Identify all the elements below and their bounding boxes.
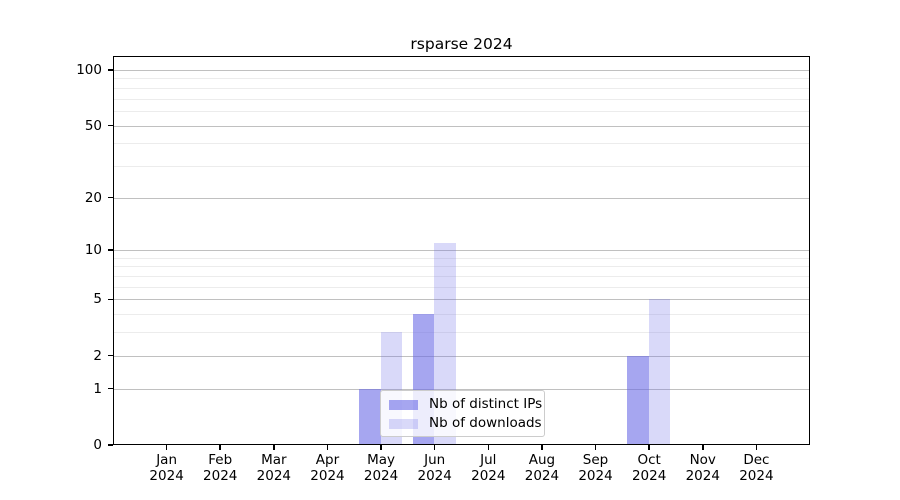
plot-area: Nb of distinct IPs Nb of downloads <box>113 56 810 445</box>
bar-nb-of-distinct-ips-may <box>359 388 381 445</box>
legend-item-distinct-ips: Nb of distinct IPs <box>389 395 542 414</box>
x-axis-tick-label: Apr 2024 <box>297 452 357 484</box>
x-axis-tick <box>702 445 704 450</box>
x-axis-tick-label: May 2024 <box>351 452 411 484</box>
x-axis-year-text: 2024 <box>471 468 506 484</box>
x-axis-tick-label: Sep 2024 <box>566 452 626 484</box>
legend: Nb of distinct IPs Nb of downloads <box>380 390 545 437</box>
x-axis-month-text: Jan <box>156 452 178 468</box>
gridline-major <box>113 197 810 199</box>
legend-label-downloads: Nb of downloads <box>429 415 542 431</box>
x-axis-tick <box>326 445 329 450</box>
x-axis-month-text: Dec <box>743 452 770 468</box>
x-axis-tick <box>380 445 382 450</box>
x-axis-month-text: Sep <box>582 452 609 468</box>
gridline-minor <box>113 110 810 112</box>
y-axis-tick-label: 10 <box>84 242 102 259</box>
y-axis-tick-label: 5 <box>93 291 102 308</box>
gridline-major <box>113 388 810 390</box>
x-axis-year-text: 2024 <box>310 468 345 484</box>
x-axis-year-text: 2024 <box>363 468 399 484</box>
y-axis-tick <box>108 298 113 301</box>
x-axis-tick-label: Aug 2024 <box>512 452 572 484</box>
x-axis-tick <box>219 445 221 450</box>
x-axis-tick <box>541 445 543 450</box>
legend-swatch-distinct-ips <box>389 399 418 410</box>
x-axis-month-text: Oct <box>637 452 661 468</box>
x-axis-month-text: Feb <box>208 452 233 468</box>
legend-item-downloads: Nb of downloads <box>389 414 542 433</box>
bar-nb-of-downloads-oct <box>648 299 671 445</box>
legend-swatch-downloads <box>389 418 418 429</box>
x-axis-year-text: 2024 <box>524 468 560 484</box>
legend-label-distinct-ips: Nb of distinct IPs <box>429 396 543 412</box>
gridline-minor <box>113 332 810 334</box>
x-axis-tick-label: Nov 2024 <box>673 452 733 484</box>
gridline-minor <box>113 257 810 259</box>
gridline-major <box>113 299 810 301</box>
y-axis-tick <box>108 124 113 127</box>
gridline-minor <box>113 276 810 278</box>
gridline-minor <box>113 78 810 80</box>
x-axis-year-text: 2024 <box>578 468 613 484</box>
x-axis-tick-label: Jul 2024 <box>458 452 518 484</box>
y-axis-tick <box>108 196 113 199</box>
x-axis-tick-label: Oct 2024 <box>619 452 679 484</box>
gridline-minor <box>113 165 810 167</box>
x-axis-year-text: 2024 <box>256 468 292 484</box>
chart-title: rsparse 2024 <box>410 35 513 53</box>
y-axis-tick <box>108 249 113 251</box>
x-axis-year-text: 2024 <box>739 468 774 484</box>
x-axis-tick-label: Jan 2024 <box>137 452 197 484</box>
gridline-minor <box>113 286 810 288</box>
y-axis-tick <box>108 69 113 71</box>
gridline-minor <box>113 98 810 100</box>
gridline-minor <box>113 87 810 89</box>
y-axis-tick-label: 1 <box>93 380 102 397</box>
y-axis-tick <box>108 354 113 357</box>
gridline-major <box>113 250 810 252</box>
x-axis-year-text: 2024 <box>417 468 452 484</box>
x-axis-tick <box>273 445 275 450</box>
gridline-minor <box>113 314 810 316</box>
gridline-major <box>113 70 810 71</box>
gridline-major <box>113 355 810 357</box>
x-axis-month-text: Aug <box>528 452 556 468</box>
x-axis-tick <box>648 445 650 450</box>
y-axis-tick-label: 50 <box>84 117 102 134</box>
y-axis-tick-label: 2 <box>93 347 102 364</box>
x-axis-month-text: Jun <box>424 452 446 468</box>
x-axis-year-text: 2024 <box>631 468 667 484</box>
x-axis-year-text: 2024 <box>149 468 184 484</box>
y-axis-tick-label: 20 <box>84 189 102 206</box>
x-axis-tick <box>487 445 490 450</box>
x-axis-tick-label: Jun 2024 <box>405 452 465 484</box>
y-axis-tick <box>108 387 113 390</box>
y-axis-tick <box>108 444 113 446</box>
gridline-minor <box>113 266 810 268</box>
x-axis-month-text: Jul <box>480 452 497 468</box>
x-axis-month-text: Mar <box>261 452 287 468</box>
x-axis-tick <box>433 445 436 450</box>
x-axis-month-text: May <box>367 452 396 468</box>
x-axis-tick <box>165 445 168 450</box>
y-axis-tick-label: 100 <box>76 62 102 78</box>
x-axis-tick-label: Dec 2024 <box>726 452 786 484</box>
x-axis-tick-label: Feb 2024 <box>190 452 250 484</box>
x-axis-month-text: Apr <box>315 452 340 468</box>
x-axis-tick-label: Mar 2024 <box>244 452 304 484</box>
x-axis-year-text: 2024 <box>203 468 238 484</box>
x-axis-tick <box>594 445 597 450</box>
bar-nb-of-distinct-ips-oct <box>627 355 649 445</box>
y-axis-tick-label: 0 <box>93 437 102 453</box>
gridline-minor <box>113 143 810 145</box>
x-axis-month-text: Nov <box>689 452 716 468</box>
x-axis-year-text: 2024 <box>685 468 720 484</box>
x-axis-tick <box>755 445 758 450</box>
gridline-major <box>113 125 810 127</box>
